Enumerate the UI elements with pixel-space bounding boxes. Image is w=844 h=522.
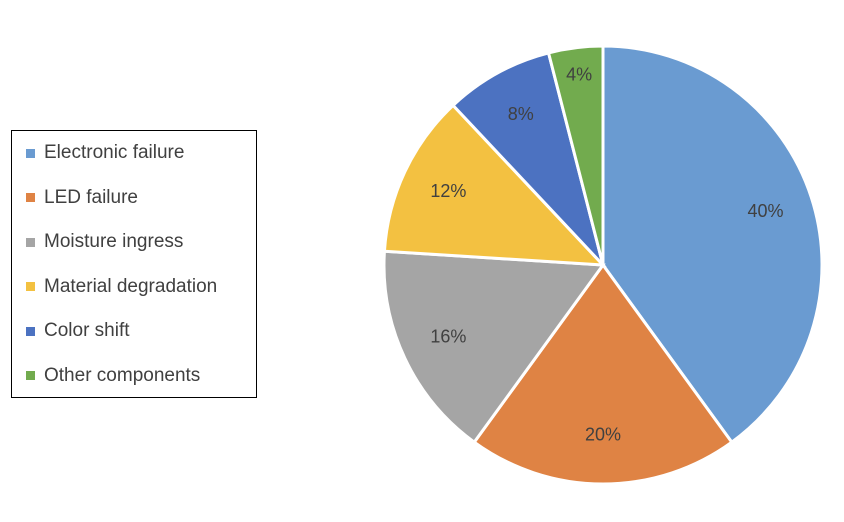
slice-label-1: 20% <box>585 425 621 445</box>
legend-label-0: Electronic failure <box>44 142 185 163</box>
pie-slice-4 <box>450 51 605 267</box>
pie-slice-5 <box>546 44 605 266</box>
legend-swatch-5 <box>26 371 35 380</box>
slice-label-3: 12% <box>430 181 466 201</box>
legend-swatch-4 <box>26 326 35 336</box>
slice-label-4: 8% <box>508 104 534 124</box>
legend-item-0: Electronic failure <box>26 141 184 165</box>
legend-swatch-0 <box>26 148 35 158</box>
pie-slice-0 <box>601 44 824 445</box>
slice-label-5: 4% <box>566 65 592 85</box>
pie-slice-1 <box>472 262 734 486</box>
legend-swatch-1 <box>26 193 35 202</box>
legend-item-1: LED failure <box>26 186 138 210</box>
legend-label-2: Moisture ingress <box>44 231 184 252</box>
legend-item-2: Moisture ingress <box>26 230 183 254</box>
legend-label-4: Color shift <box>44 320 130 341</box>
pie-slice-3 <box>382 103 607 267</box>
legend: Electronic failure LED failure Moisture in… <box>11 130 257 398</box>
legend-label-5: Other components <box>44 364 201 386</box>
legend-swatch-3 <box>26 282 35 291</box>
pie-slice-2 <box>382 249 606 445</box>
legend-item-5: Other components <box>26 364 200 388</box>
legend-label-3: Material degradation <box>44 275 218 297</box>
slice-label-0: 40% <box>747 201 783 221</box>
legend-label-1: LED failure <box>44 186 138 208</box>
legend-item-4: Color shift <box>26 319 130 343</box>
slice-label-2: 16% <box>430 326 466 346</box>
legend-item-3: Material degradation <box>26 275 217 299</box>
legend-swatch-2 <box>26 237 35 247</box>
